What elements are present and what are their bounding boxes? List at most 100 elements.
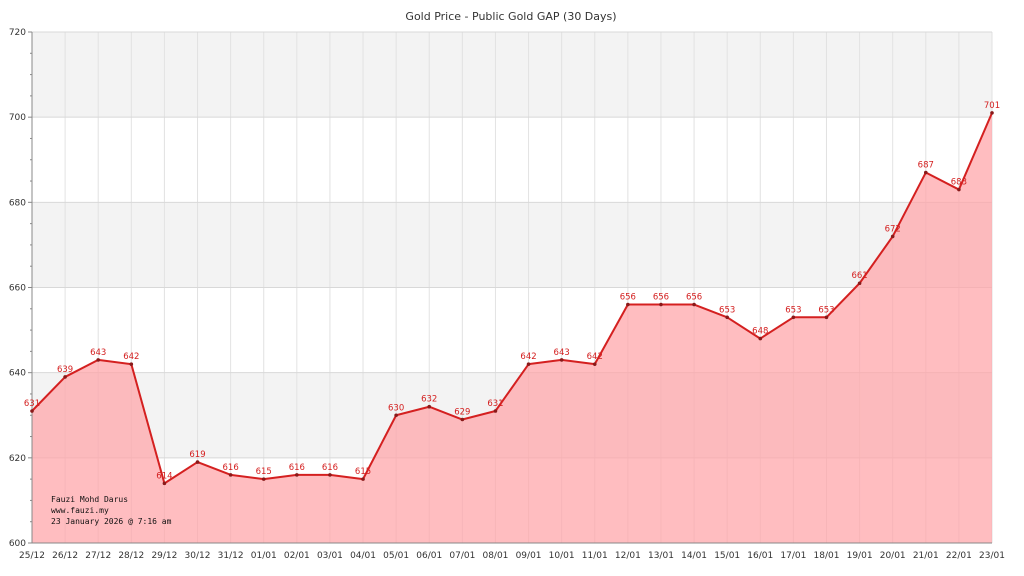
data-label-04/01: 615 (355, 467, 371, 477)
area-fill-path (32, 112, 992, 544)
x-tick-label-27/12: 27/12 (85, 551, 111, 561)
data-label-26/12: 639 (57, 365, 73, 375)
data-label-02/01: 616 (289, 463, 305, 473)
data-point-23/01 (990, 111, 994, 115)
data-point-10/01 (559, 358, 564, 362)
data-points (30, 111, 994, 486)
data-label-25/12: 631 (24, 399, 40, 409)
data-label-30/12: 619 (189, 450, 205, 460)
data-label-10/01: 643 (554, 348, 570, 358)
data-point-16/01 (758, 336, 763, 341)
x-tick-label-17/01: 17/01 (780, 551, 806, 561)
data-label-12/01: 656 (620, 293, 636, 303)
x-axis-ticks: 25/12 26/12 27/12 28/12 29/12 30/12 31/12 01/01… (19, 551, 1005, 561)
x-tick-label-04/01: 04/01 (350, 551, 376, 561)
x-tick-label-06/01: 06/01 (416, 551, 442, 561)
credit-website: www.fauzi.my (51, 506, 109, 515)
y-tick-label-700: 700 (9, 113, 26, 123)
data-point-20/01 (890, 234, 895, 239)
x-tick-label-26/12: 26/12 (52, 551, 78, 561)
data-point-15/01 (725, 315, 729, 320)
chart-title: Gold Price - Public Gold GAP (30 Days) (405, 10, 616, 23)
x-tick-label-05/01: 05/01 (383, 551, 409, 561)
data-label-11/01: 642 (587, 352, 603, 362)
data-label-13/01: 656 (653, 293, 669, 303)
data-point-01/01 (261, 477, 266, 481)
data-point-08/01 (493, 409, 498, 413)
data-label-17/01: 653 (785, 305, 801, 315)
data-label-16/01: 648 (752, 327, 768, 337)
data-label-14/01: 656 (686, 293, 702, 303)
x-tick-label-20/01: 20/01 (880, 551, 906, 561)
x-tick-label-18/01: 18/01 (814, 551, 840, 561)
data-point-22/01 (957, 187, 961, 192)
credit-author: Fauzi Mohd Darus (51, 495, 128, 504)
data-point-19/01 (857, 281, 862, 286)
data-label-28/12: 642 (123, 352, 139, 362)
data-labels: 631 639 643 642 614 619 616 615 616 616 615 630 632 6… (24, 101, 1000, 481)
x-tick-label-22/01: 22/01 (946, 551, 972, 561)
x-tick-label-14/01: 14/01 (681, 551, 707, 561)
data-label-08/01: 631 (487, 399, 503, 409)
data-label-09/01: 642 (520, 352, 536, 362)
data-point-06/01 (427, 404, 432, 409)
y-tick-label-720: 720 (9, 28, 26, 38)
data-point-04/01 (361, 477, 365, 481)
x-tick-label-25/12: 25/12 (19, 551, 45, 561)
x-tick-label-08/01: 08/01 (482, 551, 508, 561)
series-line-path (31, 112, 993, 485)
data-point-14/01 (692, 302, 696, 307)
x-tick-label-21/01: 21/01 (913, 551, 939, 561)
area-fill (32, 112, 992, 544)
data-point-25/12 (30, 409, 34, 413)
y-tick-label-640: 640 (9, 369, 26, 379)
data-point-07/01 (460, 417, 465, 422)
data-label-27/12: 643 (90, 348, 106, 358)
data-label-05/01: 630 (388, 403, 404, 413)
data-point-26/12 (63, 375, 67, 379)
band-660-680 (32, 202, 992, 288)
data-label-01/01: 615 (256, 467, 272, 477)
axes (28, 31, 992, 544)
data-point-27/12 (96, 358, 101, 362)
data-point-03/01 (328, 473, 332, 477)
credit-block: Fauzi Mohd Darus www.fauzi.my 23 January… (51, 495, 172, 526)
x-tick-label-01/01: 01/01 (251, 551, 277, 561)
y-tick-label-660: 660 (9, 284, 26, 294)
x-tick-label-09/01: 09/01 (516, 551, 542, 561)
x-tick-label-03/01: 03/01 (317, 551, 343, 561)
x-tick-label-31/12: 31/12 (218, 551, 244, 561)
x-tick-label-15/01: 15/01 (714, 551, 740, 561)
data-label-20/01: 672 (885, 224, 901, 234)
data-point-02/01 (295, 473, 299, 477)
data-point-21/01 (923, 170, 928, 175)
x-tick-label-11/01: 11/01 (582, 551, 608, 561)
data-point-13/01 (659, 302, 663, 307)
x-tick-label-13/01: 13/01 (648, 551, 674, 561)
x-tick-label-16/01: 16/01 (747, 551, 773, 561)
data-point-12/01 (626, 302, 630, 307)
x-tick-label-07/01: 07/01 (449, 551, 475, 561)
data-label-15/01: 653 (719, 305, 735, 315)
x-tick-label-02/01: 02/01 (284, 551, 310, 561)
x-tick-label-10/01: 10/01 (549, 551, 575, 561)
data-label-19/01: 661 (851, 271, 867, 281)
x-tick-label-28/12: 28/12 (118, 551, 144, 561)
x-tick-label-29/12: 29/12 (151, 551, 177, 561)
data-point-09/01 (526, 362, 531, 366)
x-tick-label-19/01: 19/01 (847, 551, 873, 561)
data-point-17/01 (791, 315, 796, 320)
data-label-22/01: 683 (951, 178, 967, 188)
credit-timestamp: 23 January 2026 @ 7:16 am (51, 517, 172, 526)
data-label-21/01: 687 (918, 161, 934, 171)
data-label-31/12: 616 (223, 463, 239, 473)
y-tick-label-620: 620 (9, 454, 26, 464)
x-tick-label-23/01: 23/01 (979, 551, 1005, 561)
data-point-30/12 (195, 460, 200, 464)
data-label-03/01: 616 (322, 463, 338, 473)
data-label-23/01: 701 (984, 101, 1000, 111)
data-point-18/01 (824, 315, 829, 320)
data-label-07/01: 629 (454, 408, 470, 418)
data-point-31/12 (228, 473, 233, 477)
